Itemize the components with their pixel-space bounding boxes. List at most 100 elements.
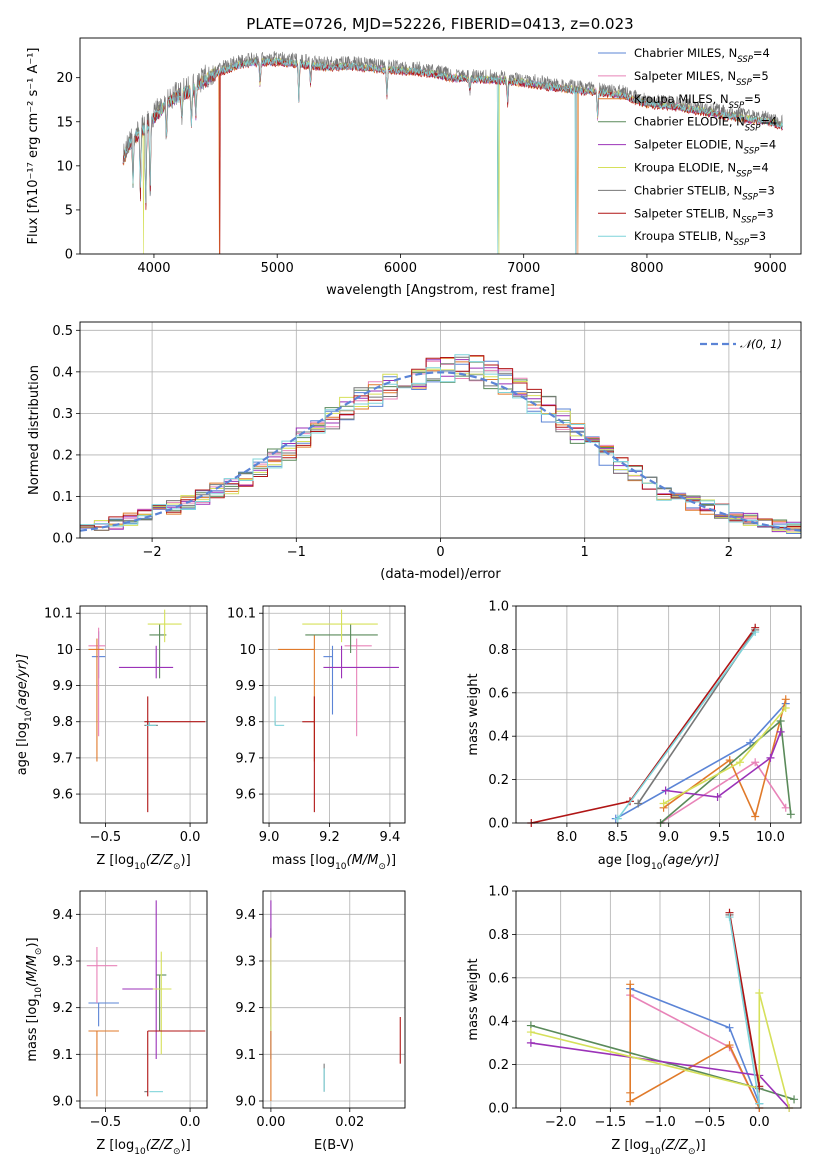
weight-marker bbox=[613, 814, 622, 823]
y-tick-label: 10.1 bbox=[227, 607, 256, 622]
weight-marker bbox=[526, 1028, 535, 1037]
y-tick-label: 20 bbox=[56, 71, 73, 86]
x-tick-label: −1.0 bbox=[644, 1115, 676, 1130]
axes-frame bbox=[79, 37, 802, 255]
x-tick-label: −0.5 bbox=[694, 1115, 726, 1130]
sun-symbol: ⊙ bbox=[688, 1147, 696, 1157]
y-tick-label: 15 bbox=[56, 115, 73, 130]
y-tick-label: 0.0 bbox=[488, 817, 509, 832]
weight-series-line bbox=[665, 731, 782, 798]
x-tick-label: 0.00 bbox=[256, 1115, 285, 1130]
sun-symbol: ⊙ bbox=[173, 1147, 181, 1157]
y-axis-label: age [log10(age/yr)] bbox=[15, 654, 34, 776]
y-tick-label: 9.8 bbox=[52, 715, 73, 730]
weight-marker bbox=[751, 812, 760, 821]
y-axis-label: mass weight bbox=[466, 673, 481, 755]
legend-entry: Kroupa MILES, NSSP=5 bbox=[634, 92, 761, 111]
y-tick-label: 10 bbox=[56, 159, 73, 174]
weight-marker bbox=[735, 758, 744, 767]
y-tick-label: 1.0 bbox=[488, 885, 509, 900]
y-tick-label: 0.6 bbox=[488, 686, 509, 701]
x-axis-label: wavelength [Angstrom, rest frame] bbox=[326, 283, 555, 298]
legend-entry: Salpeter STELIB, NSSP=3 bbox=[634, 206, 774, 225]
y-tick-label: 9.6 bbox=[235, 788, 256, 803]
x-axis-label: E(B-V) bbox=[314, 1138, 354, 1153]
y-tick-label: 9.9 bbox=[235, 679, 256, 694]
y-tick-label: 9.9 bbox=[52, 679, 73, 694]
y-tick-label: 0.4 bbox=[488, 1015, 509, 1030]
y-tick-label: 9.0 bbox=[52, 1095, 73, 1110]
x-tick-label: 5000 bbox=[261, 261, 294, 276]
x-tick-label: 2 bbox=[725, 545, 733, 560]
weight-marker bbox=[725, 913, 734, 922]
x-tick-label: −2.0 bbox=[545, 1115, 577, 1130]
weight-marker bbox=[713, 792, 722, 801]
weight-series-line bbox=[728, 912, 761, 1087]
x-tick-label: −0.5 bbox=[90, 1115, 122, 1130]
weight-series-line bbox=[728, 916, 761, 1104]
weight-marker bbox=[776, 717, 785, 726]
normal-curve bbox=[80, 371, 801, 532]
y-axis-label: mass [log10(M/M⊙)] bbox=[25, 937, 44, 1061]
weight-marker bbox=[661, 786, 670, 795]
sun-symbol: ⊙ bbox=[378, 862, 386, 872]
y-tick-label: 0.2 bbox=[488, 1058, 509, 1073]
y-tick-label: 0.2 bbox=[488, 773, 509, 788]
weight-marker bbox=[751, 758, 760, 767]
legend-entry: Salpeter MILES, NSSP=5 bbox=[634, 69, 769, 88]
weight-marker bbox=[776, 727, 785, 736]
axes-frame bbox=[515, 605, 802, 824]
weight-marker bbox=[781, 803, 790, 812]
age-vs-metallicity-panel: −0.5 0.0 9.6 9.7 9.8 9.9 10 10.1 Z [log10(Z/Z⊙)]… bbox=[15, 605, 208, 872]
x-tick-label: 10.0 bbox=[756, 830, 785, 845]
legend-entry: 𝒩(0, 1) bbox=[740, 337, 782, 351]
y-tick-label: 9.7 bbox=[235, 751, 256, 766]
weight-marker bbox=[526, 1038, 535, 1047]
y-tick-label: 10 bbox=[239, 643, 256, 658]
x-tick-label: 8000 bbox=[630, 261, 663, 276]
y-tick-label: 0.0 bbox=[488, 1102, 509, 1117]
axes-frame bbox=[262, 605, 406, 824]
y-tick-label: 0.3 bbox=[52, 407, 73, 422]
legend-entry: Chabrier STELIB, NSSP=3 bbox=[634, 183, 775, 202]
y-tick-label: 1.0 bbox=[488, 600, 509, 615]
y-tick-label: 10 bbox=[56, 643, 73, 658]
x-tick-label: 1 bbox=[581, 545, 589, 560]
y-tick-label: 9.0 bbox=[235, 1095, 256, 1110]
y-tick-label: 0.0 bbox=[52, 532, 73, 547]
x-axis-label: Z [log10(Z/Z⊙)] bbox=[96, 1138, 190, 1157]
weight-marker bbox=[626, 980, 635, 989]
weight-marker bbox=[781, 695, 790, 704]
weight-marker bbox=[766, 753, 775, 762]
weight-marker bbox=[626, 1097, 635, 1106]
weight-marker bbox=[786, 810, 795, 819]
x-tick-label: 4000 bbox=[137, 261, 170, 276]
x-tick-label: 0.02 bbox=[335, 1115, 364, 1130]
weight-marker bbox=[725, 1023, 734, 1032]
y-tick-label: 0.1 bbox=[52, 490, 73, 505]
spectrum-panel: 4000 5000 6000 7000 8000 9000 0 5 10 15 20 waveleng… bbox=[26, 37, 802, 298]
weight-vs-metallicity-panel: −2.0 −1.5 −1.0 −0.5 0.0 0.0 0.2 0.4 0.6 0.8 1.0 Z [… bbox=[466, 885, 802, 1157]
y-tick-label: 0.4 bbox=[488, 730, 509, 745]
x-axis-label: mass [log10(M/M⊙)] bbox=[272, 853, 396, 872]
y-tick-label: 0.2 bbox=[52, 448, 73, 463]
x-tick-label: −1.5 bbox=[595, 1115, 627, 1130]
x-tick-label: 0.0 bbox=[180, 1115, 201, 1130]
x-tick-label: 9.0 bbox=[259, 830, 280, 845]
weight-marker bbox=[725, 1041, 734, 1050]
x-tick-label: −1 bbox=[287, 545, 306, 560]
x-axis-label: Z [log10(Z/Z⊙)] bbox=[96, 853, 190, 872]
weight-marker bbox=[725, 756, 734, 765]
residuals-panel: −2 −1 0 1 2 0.0 0.1 0.2 0.3 0.4 0.5 (data-model)/er… bbox=[27, 321, 802, 582]
sun-symbol: ⊙ bbox=[173, 862, 181, 872]
y-tick-label: 0.5 bbox=[52, 324, 73, 339]
x-tick-label: 9.2 bbox=[319, 830, 340, 845]
weight-marker bbox=[659, 799, 668, 808]
y-tick-label: 9.4 bbox=[235, 908, 256, 923]
x-tick-label: 8.5 bbox=[607, 830, 628, 845]
axes-frame bbox=[515, 890, 802, 1109]
y-tick-label: 0.8 bbox=[488, 928, 509, 943]
figure-title: PLATE=0726, MJD=52226, FIBERID=0413, z=0… bbox=[246, 15, 633, 33]
y-tick-label: 9.7 bbox=[52, 751, 73, 766]
